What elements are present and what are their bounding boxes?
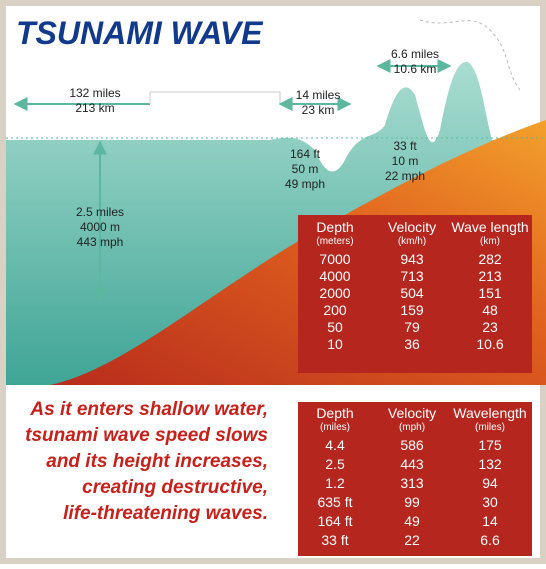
annotation-text: 2.5 miles xyxy=(76,205,124,219)
cell: 10 xyxy=(327,336,343,352)
cell: 7000 xyxy=(319,251,350,267)
cell: 1.2 xyxy=(325,475,345,491)
title: TSUNAMI WAVE xyxy=(16,15,264,51)
cell: 33 ft xyxy=(321,532,348,548)
cell: 213 xyxy=(478,268,502,284)
cell: 443 xyxy=(400,456,424,472)
cell: 586 xyxy=(400,437,424,453)
annotation-text: 6.6 miles xyxy=(391,47,439,61)
annotation-text: 22 mph xyxy=(385,169,425,183)
caption-line: creating destructive, xyxy=(82,477,268,498)
column-header: Wave length xyxy=(451,219,528,235)
annotation-text: 4000 m xyxy=(80,220,120,234)
cell: 22 xyxy=(404,532,420,548)
annotation-text: 23 km xyxy=(302,103,335,117)
caption-line: life-threatening waves. xyxy=(63,503,268,524)
caption-line: and its height increases, xyxy=(46,451,268,472)
cell: 151 xyxy=(478,285,502,301)
annotation-text: 443 mph xyxy=(77,235,124,249)
cell: 313 xyxy=(400,475,424,491)
annotation-text: 14 miles xyxy=(296,88,341,102)
cell: 49 xyxy=(404,513,420,529)
column-header: Depth xyxy=(316,219,353,235)
cell: 282 xyxy=(478,251,502,267)
annotation-text: 213 km xyxy=(75,101,114,115)
annotation-text: 49 mph xyxy=(285,177,325,191)
cell: 14 xyxy=(482,513,498,529)
cell: 4.4 xyxy=(325,437,345,453)
cell: 99 xyxy=(404,494,420,510)
cell: 132 xyxy=(478,456,502,472)
annotation-text: 50 m xyxy=(292,162,319,176)
column-header: Depth xyxy=(316,405,353,421)
column-unit: (km/h) xyxy=(398,236,426,247)
cell: 159 xyxy=(400,302,424,318)
cell: 36 xyxy=(404,336,420,352)
cell: 10.6 xyxy=(476,336,503,352)
cell: 713 xyxy=(400,268,424,284)
column-header: Wavelength xyxy=(453,405,526,421)
cell: 50 xyxy=(327,319,343,335)
annotation-text: 132 miles xyxy=(69,86,120,100)
column-unit: (meters) xyxy=(316,236,353,247)
cell: 4000 xyxy=(319,268,350,284)
caption-line: As it enters shallow water, xyxy=(29,399,268,420)
cell: 30 xyxy=(482,494,498,510)
cell: 635 ft xyxy=(317,494,352,510)
annotation-text: 10 m xyxy=(392,154,419,168)
cell: 2.5 xyxy=(325,456,345,472)
cell: 164 ft xyxy=(317,513,352,529)
cell: 943 xyxy=(400,251,424,267)
column-unit: (miles) xyxy=(320,422,350,433)
cell: 48 xyxy=(482,302,498,318)
page: TSUNAMI WAVE 132 miles213 km 14 miles23 k… xyxy=(0,0,546,564)
cell: 2000 xyxy=(319,285,350,301)
cell: 23 xyxy=(482,319,498,335)
column-unit: (km) xyxy=(480,236,500,247)
cell: 79 xyxy=(404,319,420,335)
cell: 6.6 xyxy=(480,532,500,548)
cell: 200 xyxy=(323,302,347,318)
annotation-text: 33 ft xyxy=(393,139,417,153)
column-unit: (mph) xyxy=(399,422,425,433)
column-unit: (miles) xyxy=(475,422,505,433)
column-header: Velocity xyxy=(388,405,436,421)
annotation-text: 164 ft xyxy=(290,147,321,161)
cell: 94 xyxy=(482,475,498,491)
infographic: TSUNAMI WAVE 132 miles213 km 14 miles23 k… xyxy=(0,0,546,564)
caption-line: tsunami wave speed slows xyxy=(25,425,268,446)
annotation-text: 10.6 km xyxy=(394,62,437,76)
column-header: Velocity xyxy=(388,219,436,235)
cell: 504 xyxy=(400,285,424,301)
cell: 175 xyxy=(478,437,502,453)
